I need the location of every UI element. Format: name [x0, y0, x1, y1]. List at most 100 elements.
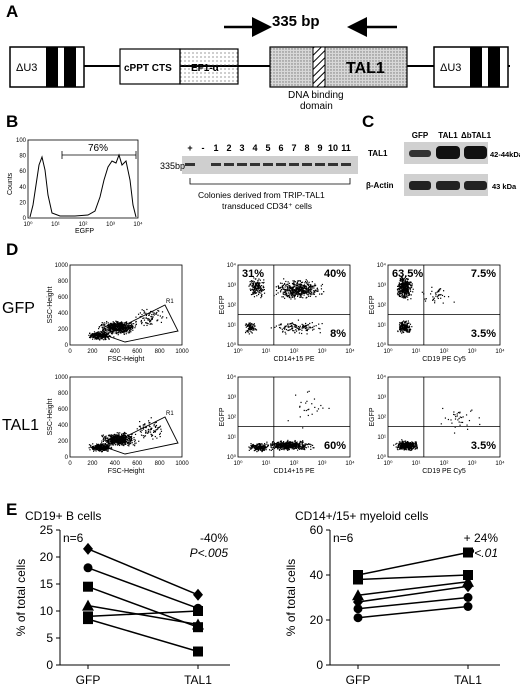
- gel-band: [237, 163, 247, 166]
- flow-cytometry-grid: GFP TAL1 0 0 200 200 400 400 600 600 800 800 1000 1…: [0, 255, 520, 495]
- series-line: [357, 551, 469, 576]
- flow-ylabel: SSC-Height: [47, 398, 54, 435]
- y-tick-label: 0: [316, 658, 323, 672]
- flow-xtick: 10⁰: [383, 460, 393, 467]
- histogram-ytick: 100: [16, 138, 27, 144]
- dna-binding-label-2: domain: [300, 101, 333, 110]
- gel-lane-label: -: [202, 143, 205, 153]
- histogram-ylabel: Counts: [7, 172, 14, 195]
- flow-xtick: 0: [68, 461, 72, 467]
- flow-xtick: 1000: [175, 349, 189, 355]
- flow-xtick: 400: [110, 461, 121, 467]
- wb-row-label-actin: β-Actin: [366, 181, 394, 190]
- flow-ylabel: EGFP: [369, 407, 376, 426]
- series-line: [87, 548, 199, 596]
- flow-ytick: 200: [58, 327, 69, 333]
- series-line: [357, 585, 469, 603]
- flow-ytick: 10²: [377, 415, 386, 421]
- n-label: n=6: [63, 531, 84, 545]
- y-tick-label: 60: [310, 523, 324, 537]
- data-point-square: [193, 606, 203, 616]
- panel-label-d: D: [6, 240, 19, 259]
- flow-ytick: 10⁰: [227, 342, 237, 349]
- data-point-diamond: [353, 596, 363, 608]
- flow-xtick: 400: [110, 349, 121, 355]
- wb-band-actin-gfp: [409, 181, 431, 190]
- y-axis-label: % of total cells: [284, 559, 298, 636]
- flow-xtick: 10⁴: [495, 460, 505, 467]
- flow-xtick: 1000: [175, 461, 189, 467]
- line-chart-0: 0 5 10 15 20 25 GFP TAL1 % of total cells CD19+ B…: [14, 509, 230, 687]
- flow-xtick: 10¹: [412, 461, 421, 467]
- quadrant-percent-lr: 3.5%: [471, 440, 496, 452]
- data-point-square: [83, 581, 93, 592]
- data-point-triangle: [82, 599, 94, 611]
- flow-ytick: 10³: [377, 395, 386, 401]
- gel-lane-label: 6: [278, 143, 283, 153]
- flow-ytick: 10²: [377, 303, 386, 309]
- y-tick-label: 20: [310, 613, 324, 627]
- flow-ytick: 200: [58, 439, 69, 445]
- quadrant-percent-ur: 40%: [324, 268, 346, 280]
- flow-xlabel: CD14+15 PE: [273, 468, 314, 475]
- gel-lane-label: 9: [317, 143, 322, 153]
- ltr-left: ΔU3: [9, 46, 85, 88]
- pcr-gel: + -1 2 3 4 5 6 7 8 9 10 11 335bp Colonies derived f…: [160, 140, 360, 230]
- flow-ytick: 10²: [227, 303, 236, 309]
- x-tick-label: GFP: [76, 673, 101, 687]
- panel-e-charts: 0 5 10 15 20 25 GFP TAL1 % of total cells CD19+ B…: [14, 509, 500, 687]
- western-blot: GFP TAL1 ΔbTAL1 TAL1 β-Actin 42-44kDa 43 k…: [366, 131, 520, 196]
- flow-ytick: 1000: [55, 375, 69, 381]
- flow-ytick: 1000: [55, 263, 69, 269]
- x-tick-label: TAL1: [454, 673, 482, 687]
- flow-xtick: 800: [155, 349, 166, 355]
- flow-ylabel: SSC-Height: [47, 286, 54, 323]
- gel-band: [302, 163, 312, 166]
- flow-ytick: 0: [65, 343, 69, 349]
- flow-plot-fsc-1: 00 200 200 400 400 600 600 800 800 1000 1000 FSC-He…: [47, 375, 189, 475]
- flow-gate-label: R1: [166, 299, 174, 305]
- flow-xtick: 200: [87, 349, 98, 355]
- n-label: n=6: [333, 531, 354, 545]
- histogram-xtick: 10⁰: [23, 221, 33, 228]
- y-tick-label: 10: [40, 604, 54, 618]
- quadrant-percent-lr: 3.5%: [471, 328, 496, 340]
- gel-lane-label: 4: [252, 143, 257, 153]
- flow-xtick: 10⁴: [495, 348, 505, 355]
- cppt-cts-box: [119, 48, 181, 85]
- histogram-ytick: 0: [23, 216, 27, 222]
- flow-ytick: 600: [58, 295, 69, 301]
- flow-xtick: 10⁴: [345, 460, 355, 467]
- panel-label-c: C: [362, 112, 375, 131]
- flow-xtick: 200: [87, 461, 98, 467]
- flow-ytick: 800: [58, 279, 69, 285]
- ltr-right: ΔU3: [433, 46, 509, 88]
- series-line: [357, 596, 469, 610]
- gel-band: [341, 163, 351, 166]
- flow-xtick: 10³: [318, 349, 327, 355]
- chart-title: CD14+/15+ myeloid cells: [295, 509, 428, 523]
- histogram-xtick: 10⁴: [133, 221, 143, 228]
- flow-ytick: 10²: [227, 415, 236, 421]
- data-point-diamond: [83, 542, 93, 555]
- tal1-gene-label: TAL1: [346, 60, 385, 77]
- flow-gate-label: R1: [166, 411, 174, 417]
- flow-xtick: 10¹: [262, 461, 271, 467]
- flow-gate: [103, 304, 179, 343]
- cppt-cts-label: cPPT CTS: [124, 63, 172, 74]
- data-point-square: [463, 547, 473, 558]
- flow-ytick: 600: [58, 407, 69, 413]
- wb-band-tal1-dbtal1: [464, 146, 487, 159]
- histogram-percent: 76%: [88, 143, 108, 154]
- histogram-xlabel: EGFP: [75, 228, 94, 235]
- wb-band-actin-dbtal1: [464, 181, 487, 190]
- flow-ytick: 10⁰: [377, 342, 387, 349]
- line-chart-1: 0 20 40 60 GFP TAL1 % of total cells CD14+/15+ …: [284, 509, 500, 687]
- flow-ytick: 10¹: [377, 435, 386, 441]
- gel-caption: Colonies derived from TRIP-TAL1: [198, 190, 325, 200]
- data-point-triangle: [352, 589, 364, 601]
- flow-xtick: 800: [155, 461, 166, 467]
- ltr-right-label: ΔU3: [440, 62, 461, 74]
